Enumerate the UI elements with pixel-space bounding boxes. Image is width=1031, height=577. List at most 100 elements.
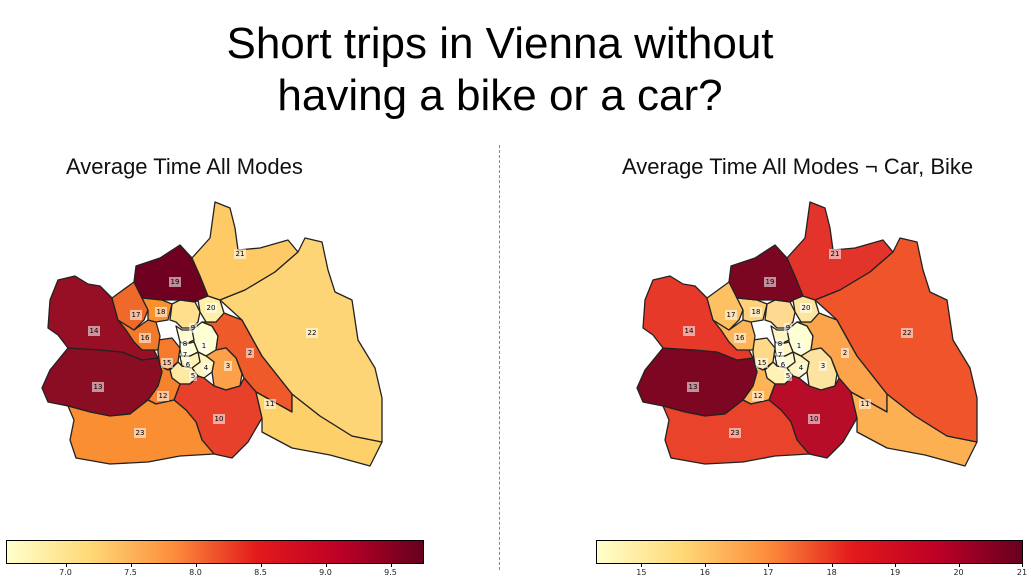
left-map-title: Average Time All Modes (66, 154, 303, 179)
district-20-label-box (800, 303, 812, 313)
district-14-label-box (683, 326, 695, 336)
district-5-label: 5 (191, 372, 195, 380)
district-19-label-box (764, 277, 776, 287)
district-10-label-box (213, 414, 225, 424)
district-18-label: 18 (752, 308, 761, 316)
district-23-label: 23 (136, 429, 145, 437)
district-13-label-box (687, 382, 699, 392)
district-5-label-box (784, 371, 792, 381)
district-18-label-box (155, 307, 167, 317)
district-23-label-box (134, 428, 146, 438)
district-14-label: 14 (90, 327, 99, 335)
district-6-label-box (184, 360, 192, 370)
colorbar-tick-label: 17 (763, 568, 774, 577)
district-10-label-box (808, 414, 820, 424)
district-14-area (642, 275, 754, 361)
district-5-label: 5 (786, 372, 790, 380)
district-1-label: 1 (202, 342, 206, 350)
district-14-label: 14 (685, 327, 694, 335)
district-15-label-box (161, 358, 173, 368)
district-4-label-box (797, 363, 805, 373)
colorbar-tick (260, 563, 262, 567)
colorbar-tick (958, 563, 960, 567)
district-18-label-box (750, 307, 762, 317)
district-21-label-box (829, 249, 841, 259)
district-4-label: 4 (799, 364, 804, 372)
district-3-label-box (819, 361, 827, 371)
colorbar-tick (325, 563, 327, 567)
district-23-label-box (729, 428, 741, 438)
district-16-label: 16 (141, 334, 150, 342)
district-6-label-box (779, 360, 787, 370)
district-7-label: 7 (183, 351, 187, 359)
district-11-label-box (859, 399, 871, 409)
district-22-label: 22 (903, 329, 912, 337)
district-22-label-box (901, 328, 913, 338)
district-10-label: 10 (215, 415, 224, 423)
district-8-label-box (181, 339, 189, 349)
district-5-label-box (189, 371, 197, 381)
district-16-label-box (139, 333, 151, 343)
district-10-label: 10 (810, 415, 819, 423)
district-15-label-box (756, 358, 768, 368)
district-17-label-box (130, 310, 142, 320)
main-title-line1: Short trips in Vienna without (226, 19, 774, 68)
district-15-label: 15 (758, 359, 767, 367)
district-8-label: 8 (183, 340, 187, 348)
colorbar-tick-label: 9.0 (319, 568, 332, 577)
colorbar-tick (390, 563, 392, 567)
district-22-label-box (306, 328, 318, 338)
colorbar-tick-label: 7.0 (59, 568, 72, 577)
district-18-label: 18 (157, 308, 166, 316)
colorbar-tick-label: 7.5 (124, 568, 137, 577)
district-9-label: 9 (191, 324, 195, 332)
district-17-label: 17 (132, 311, 141, 319)
colorbar-tick-label: 8.0 (189, 568, 202, 577)
district-21-label: 21 (236, 250, 245, 258)
district-22-area (219, 237, 383, 443)
colorbar-tick (641, 563, 643, 567)
district-22-area (814, 237, 978, 443)
district-23-label: 23 (731, 429, 740, 437)
district-8-label-box (776, 339, 784, 349)
district-11-label-box (264, 399, 276, 409)
colorbar-tick (704, 563, 706, 567)
district-9-label: 9 (786, 324, 790, 332)
right-colorbar: 15 16 17 18 19 20 21 (596, 540, 1027, 577)
district-15-label: 15 (163, 359, 172, 367)
colorbar-tick (1022, 563, 1023, 567)
district-20-label: 20 (802, 304, 811, 312)
district-17-label-box (725, 310, 737, 320)
colorbar-tick-label: 21 (1016, 568, 1028, 577)
colorbar-tick-label: 19 (890, 568, 901, 577)
colorbar-tick (831, 563, 833, 567)
colorbar-tick (195, 563, 197, 567)
district-11-label: 11 (266, 400, 275, 408)
district-3-label: 3 (821, 362, 825, 370)
panel-divider (499, 145, 500, 570)
district-2-label: 2 (843, 349, 847, 357)
district-20-label-box (205, 303, 217, 313)
district-14-area (47, 275, 159, 361)
district-7-label-box (181, 350, 189, 360)
district-13-label-box (92, 382, 104, 392)
district-12-label-box (157, 391, 169, 401)
colorbar-tick-label: 16 (699, 568, 710, 577)
district-14-label-box (88, 326, 100, 336)
district-13-label: 13 (689, 383, 698, 391)
district-9-label-box (189, 323, 197, 333)
district-7-label-box (776, 350, 784, 360)
colorbar-tick-label: 15 (636, 568, 647, 577)
district-2-label-box (841, 348, 849, 358)
district-3-label-box (224, 361, 232, 371)
main-title-line2: having a bike or a car? (277, 71, 723, 120)
district-2-label: 2 (248, 349, 252, 357)
district-21-label-box (234, 249, 246, 259)
district-12-label: 12 (159, 392, 168, 400)
colorbar-tick-label: 9.5 (384, 568, 397, 577)
colorbar-tick-label: 18 (826, 568, 837, 577)
district-19-label-box (169, 277, 181, 287)
colorbar-tick (895, 563, 897, 567)
district-17-label: 17 (727, 311, 736, 319)
